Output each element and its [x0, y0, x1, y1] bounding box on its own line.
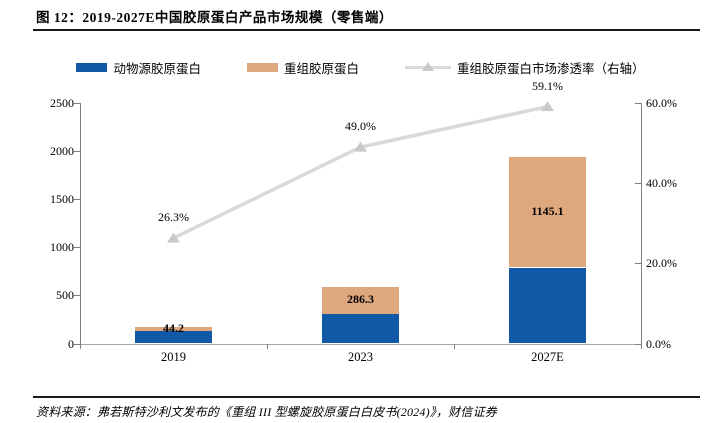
left-axis-tick	[74, 151, 80, 153]
left-axis-tick	[74, 199, 80, 201]
bar-segment-recombinant	[135, 326, 212, 331]
right-axis-tick	[635, 183, 641, 185]
left-axis-tick-label: 2000	[50, 144, 74, 159]
x-axis-tick	[80, 343, 81, 349]
penetration-point-label: 59.1%	[532, 78, 563, 93]
legend-swatch-blue	[76, 62, 108, 72]
right-axis-line	[641, 103, 642, 348]
figure-title: 图 12：2019-2027E中国胶原蛋白产品市场规模（零售端）	[36, 10, 393, 25]
left-axis-line	[80, 103, 81, 348]
legend-label: 重组胶原蛋白	[284, 61, 360, 76]
x-axis-tick	[267, 343, 268, 349]
figure-source: 资料来源：弗若斯特沙利文发布的《重组 III 型螺旋胶原蛋白白皮书(2024)》…	[36, 405, 497, 419]
x-axis-category-label: 2019	[161, 349, 186, 364]
left-axis-tick	[74, 103, 80, 104]
left-axis-tick	[74, 343, 80, 345]
bar-segment-animal	[135, 330, 212, 344]
left-axis-tick	[74, 247, 80, 249]
bar-value-label: 286.3	[347, 292, 374, 307]
bar-segment-recombinant	[509, 157, 586, 268]
right-axis-tick-label: 60.0%	[646, 96, 677, 110]
triangle-marker-icon	[167, 232, 180, 243]
legend-item-animal-collagen: 动物源胶原蛋白	[76, 58, 201, 77]
x-axis-tick	[641, 343, 642, 349]
legend-label: 动物源胶原蛋白	[113, 61, 201, 76]
legend-item-recombinant-collagen: 重组胶原蛋白	[247, 58, 359, 77]
penetration-point-label: 26.3%	[158, 210, 189, 225]
bar-segment-animal	[322, 314, 399, 344]
x-axis-line	[80, 343, 642, 345]
triangle-marker-icon	[541, 101, 554, 112]
x-axis-category-label: 2023	[348, 349, 373, 364]
penetration-point-label: 49.0%	[345, 119, 376, 134]
right-axis-tick-label: 0.0%	[646, 336, 671, 351]
bar-segment-recombinant	[322, 286, 399, 315]
source-divider	[33, 396, 700, 398]
right-axis-tick-label: 40.0%	[646, 176, 677, 191]
bar-value-label: 44.2	[163, 320, 184, 335]
bar-value-label: 1145.1	[531, 204, 564, 219]
right-axis-tick	[635, 343, 641, 345]
left-axis-tick-label: 1500	[50, 192, 74, 207]
right-axis-tick	[635, 263, 641, 265]
bar-segment-animal	[509, 267, 586, 344]
triangle-marker-icon	[354, 141, 367, 152]
legend-swatch-tan	[247, 62, 278, 72]
left-axis-tick-label: 2500	[50, 96, 74, 110]
right-axis-tick-label: 20.0%	[646, 256, 677, 271]
left-axis-tick-label: 500	[56, 288, 74, 303]
legend-line-triangle-icon	[405, 62, 452, 72]
x-axis-category-label: 2027E	[531, 349, 564, 364]
left-axis-tick-label: 0	[68, 336, 74, 351]
x-axis-tick	[454, 343, 455, 349]
chart-legend: 动物源胶原蛋白 重组胶原蛋白 重组胶原蛋白市场渗透率（右轴）	[76, 58, 645, 77]
legend-label: 重组胶原蛋白市场渗透率（右轴）	[457, 61, 645, 76]
right-axis-tick	[635, 103, 641, 104]
left-axis-tick-label: 1000	[50, 240, 74, 255]
left-axis-tick	[74, 295, 80, 297]
title-divider	[33, 29, 700, 31]
legend-item-penetration-rate: 重组胶原蛋白市场渗透率（右轴）	[405, 58, 645, 77]
